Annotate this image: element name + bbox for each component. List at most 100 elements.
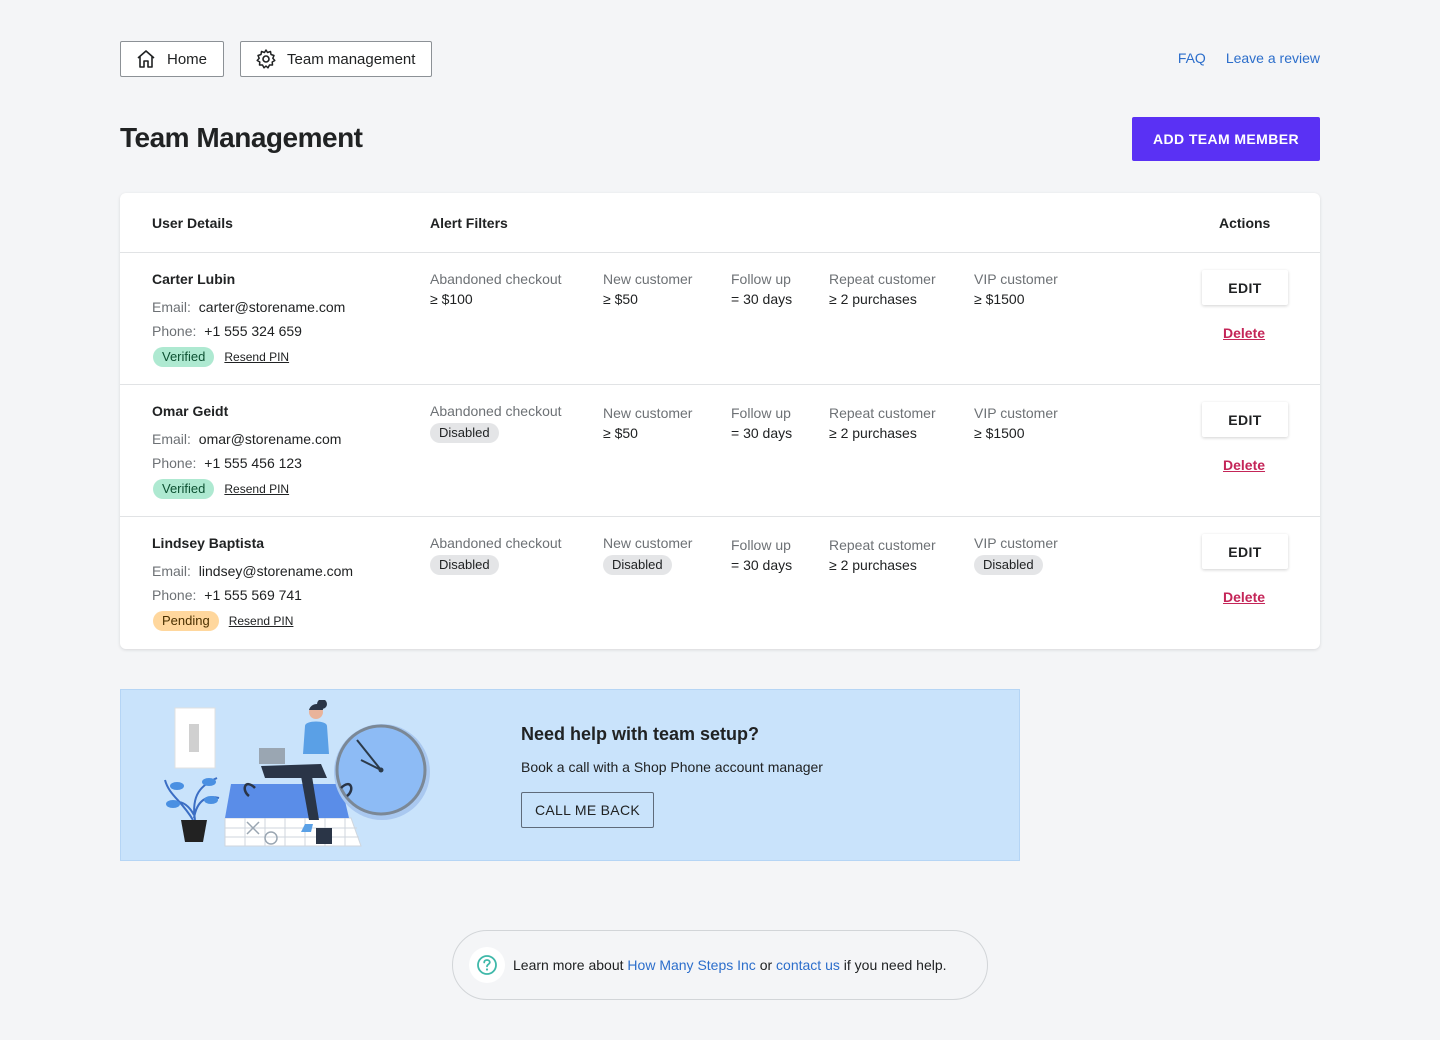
email-label: Email: [152, 563, 191, 579]
filter-value: ≥ 2 purchases [829, 557, 917, 573]
phone-value: +1 555 456 123 [204, 455, 302, 471]
home-icon [137, 50, 155, 68]
table-body: Carter Lubin Email: carter@storename.com P… [120, 253, 1320, 649]
gear-icon [256, 49, 276, 69]
alert-filter: New customer ≥ $50 [603, 271, 692, 307]
user-name: Lindsey Baptista [152, 535, 265, 551]
filter-disabled-badge: Disabled [603, 555, 672, 575]
delete-button[interactable]: Delete [1223, 589, 1266, 605]
filter-value: = 30 days [731, 425, 793, 441]
filter-title: Follow up [731, 271, 791, 287]
filter-title: New customer [603, 405, 693, 421]
edit-button[interactable]: EDIT [1202, 270, 1288, 305]
email-value: carter@storename.com [198, 299, 346, 315]
table-header: User Details Alert Filters Actions [120, 193, 1320, 253]
filter-title: New customer [603, 535, 693, 551]
resend-pin-link[interactable]: Resend PIN [224, 350, 290, 364]
alert-filter: VIP customer Disabled [974, 535, 1058, 575]
filter-disabled-badge: Disabled [430, 555, 499, 575]
filter-value: ≥ 2 purchases [829, 425, 917, 441]
filter-value: ≥ $1500 [974, 291, 1025, 307]
faq-link[interactable]: FAQ [1177, 50, 1206, 66]
contact-us-link[interactable]: contact us [776, 957, 840, 973]
filter-title: Abandoned checkout [430, 535, 562, 551]
add-team-member-button[interactable]: ADD TEAM MEMBER [1132, 117, 1320, 161]
alert-filter: Abandoned checkout Disabled [430, 535, 562, 575]
filter-value: ≥ 2 purchases [829, 291, 917, 307]
help-banner: Need help with team setup? Book a call w… [120, 689, 1020, 861]
team-management-label: Team management [287, 50, 416, 68]
home-button[interactable]: Home [120, 41, 225, 77]
alert-filter: Repeat customer ≥ 2 purchases [829, 271, 936, 307]
user-status: Verified Resend PIN [153, 479, 289, 499]
delete-button[interactable]: Delete [1223, 325, 1266, 341]
alert-filter: New customer Disabled [603, 535, 692, 575]
top-nav: Home Team management [120, 41, 433, 77]
user-status: Pending Resend PIN [153, 611, 293, 631]
footer-suffix: if you need help. [843, 957, 947, 973]
header-user-details: User Details [152, 215, 233, 231]
team-setup-illustration [164, 700, 430, 847]
user-name: Omar Geidt [152, 403, 229, 419]
header-alert-filters: Alert Filters [430, 215, 508, 231]
user-name: Carter Lubin [152, 271, 236, 287]
filter-disabled-badge: Disabled [974, 555, 1043, 575]
top-links: FAQ Leave a review [1178, 50, 1320, 66]
table-row: Omar Geidt Email: omar@storename.com Phone… [120, 385, 1320, 517]
user-email: Email: lindsey@storename.com [152, 563, 353, 579]
status-badge: Verified [153, 347, 215, 367]
edit-button[interactable]: EDIT [1202, 402, 1288, 437]
alert-filter: VIP customer ≥ $1500 [974, 405, 1058, 441]
footer-help: Learn more about How Many Steps Inc or c… [452, 930, 988, 1000]
alert-filter: Abandoned checkout Disabled [430, 403, 562, 443]
filter-value: = 30 days [731, 291, 793, 307]
alert-filter: Repeat customer ≥ 2 purchases [829, 405, 936, 441]
user-phone: Phone: +1 555 324 659 [152, 323, 302, 339]
filter-value: ≥ $100 [430, 291, 473, 307]
footer-prefix: Learn more about [513, 957, 624, 973]
filter-title: VIP customer [974, 405, 1058, 421]
filter-title: Repeat customer [829, 537, 936, 553]
delete-button[interactable]: Delete [1223, 457, 1266, 473]
filter-title: Repeat customer [829, 405, 936, 421]
status-badge: Verified [153, 479, 215, 499]
user-status: Verified Resend PIN [153, 347, 289, 367]
email-label: Email: [152, 431, 191, 447]
alert-filter: Follow up = 30 days [731, 537, 792, 573]
user-phone: Phone: +1 555 456 123 [152, 455, 302, 471]
filter-title: Repeat customer [829, 271, 936, 287]
filter-value: ≥ $50 [603, 291, 638, 307]
resend-pin-link[interactable]: Resend PIN [228, 614, 294, 628]
edit-button[interactable]: EDIT [1202, 534, 1288, 569]
filter-title: VIP customer [974, 271, 1058, 287]
phone-label: Phone: [152, 323, 197, 339]
filter-title: Abandoned checkout [430, 403, 562, 419]
filter-title: VIP customer [974, 535, 1058, 551]
how-many-steps-link[interactable]: How Many Steps Inc [627, 957, 756, 973]
help-subtitle: Book a call with a Shop Phone account ma… [521, 759, 823, 775]
call-me-back-button[interactable]: CALL ME BACK [521, 792, 654, 828]
alert-filter: VIP customer ≥ $1500 [974, 271, 1058, 307]
filter-title: Follow up [731, 405, 791, 421]
header-actions: Actions [1219, 215, 1271, 231]
alert-filter: Repeat customer ≥ 2 purchases [829, 537, 936, 573]
table-row: Carter Lubin Email: carter@storename.com P… [120, 253, 1320, 385]
filter-title: New customer [603, 271, 693, 287]
filter-value: = 30 days [731, 557, 793, 573]
leave-review-link[interactable]: Leave a review [1225, 50, 1320, 66]
footer-middle: or [759, 957, 773, 973]
email-label: Email: [152, 299, 191, 315]
home-label: Home [167, 50, 208, 68]
email-value: lindsey@storename.com [198, 563, 354, 579]
filter-title: Follow up [731, 537, 791, 553]
filter-value: ≥ $1500 [974, 425, 1025, 441]
alert-filter: Abandoned checkout ≥ $100 [430, 271, 562, 307]
phone-value: +1 555 569 741 [204, 587, 302, 603]
user-phone: Phone: +1 555 569 741 [152, 587, 302, 603]
filter-value: ≥ $50 [603, 425, 638, 441]
alert-filter: New customer ≥ $50 [603, 405, 692, 441]
page-title: Team Management [120, 122, 363, 153]
phone-label: Phone: [152, 455, 197, 471]
resend-pin-link[interactable]: Resend PIN [224, 482, 290, 496]
team-management-button[interactable]: Team management [240, 41, 433, 77]
